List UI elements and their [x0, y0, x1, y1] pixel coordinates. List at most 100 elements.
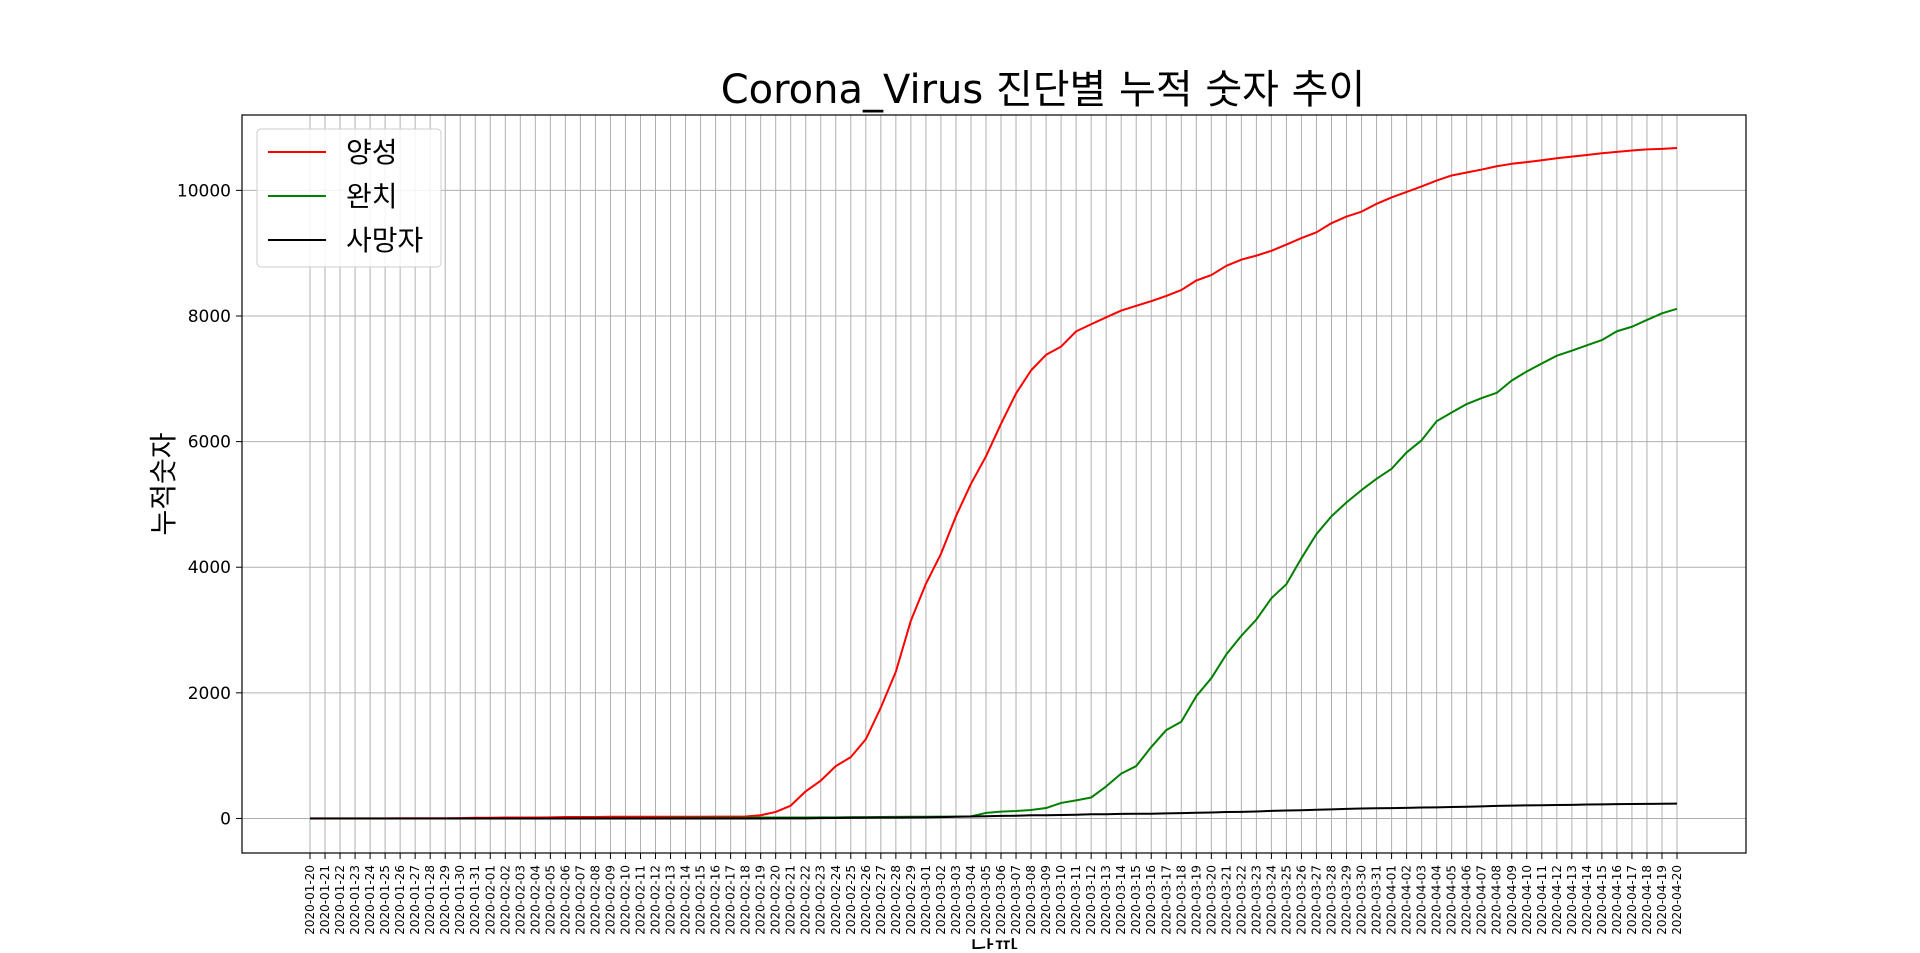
- x-tick-label: 2020-03-28: [1324, 865, 1338, 935]
- x-tick-label: 2020-03-23: [1249, 865, 1263, 935]
- x-tick-label: 2020-04-12: [1550, 865, 1564, 935]
- x-tick-label: 2020-04-04: [1430, 865, 1444, 935]
- chart-title: Corona_Virus 진단별 누적 숫자 추이: [721, 67, 1366, 113]
- x-tick-label: 2020-03-08: [1024, 865, 1038, 935]
- x-tick-label: 2020-02-07: [573, 865, 587, 935]
- x-tick-label: 2020-04-15: [1595, 865, 1609, 935]
- x-tick-label: 2020-01-22: [333, 865, 347, 935]
- x-tick-label: 2020-03-16: [1144, 865, 1158, 935]
- x-tick-label: 2020-01-31: [468, 865, 482, 935]
- x-tick-label: 2020-03-29: [1340, 865, 1354, 935]
- x-tick-label: 2020-02-15: [694, 865, 708, 935]
- x-tick-label: 2020-03-13: [1099, 865, 1113, 935]
- x-tick-label: 2020-03-21: [1219, 865, 1233, 935]
- x-tick-label: 2020-03-02: [934, 865, 948, 935]
- x-tick-label: 2020-03-07: [1009, 865, 1023, 935]
- x-tick-label: 2020-04-03: [1415, 865, 1429, 935]
- x-tick-label: 2020-04-06: [1460, 865, 1474, 935]
- x-tick-label: 2020-03-17: [1159, 865, 1173, 935]
- x-tick-label: 2020-01-28: [423, 865, 437, 935]
- grid-lines: [242, 115, 1746, 853]
- x-tick-label: 2020-03-27: [1309, 865, 1323, 935]
- x-tick-label: 2020-04-07: [1475, 865, 1489, 935]
- x-tick-label: 2020-01-26: [393, 865, 407, 935]
- x-tick-label: 2020-02-21: [784, 865, 798, 935]
- x-tick-label: 2020-02-11: [633, 865, 647, 935]
- y-tick-label: 0: [220, 809, 231, 829]
- x-tick-label: 2020-04-17: [1625, 865, 1639, 935]
- x-tick-label: 2020-03-03: [949, 865, 963, 935]
- x-tick-label: 2020-03-18: [1174, 865, 1188, 935]
- x-tick-label: 2020-02-05: [543, 865, 557, 935]
- x-tick-label: 2020-02-04: [528, 865, 542, 935]
- x-tick-label: 2020-02-06: [558, 865, 572, 935]
- y-tick-label: 6000: [188, 433, 231, 453]
- x-tick-label: 2020-02-23: [814, 865, 828, 935]
- x-tick-label: 2020-02-19: [754, 865, 768, 935]
- x-tick-label: 2020-04-05: [1445, 865, 1459, 935]
- y-axis-label: 누적숫자: [147, 432, 180, 535]
- y-tick-label: 4000: [188, 558, 231, 578]
- legend-box: [256, 128, 442, 268]
- x-tick-label: 2020-02-02: [498, 865, 512, 935]
- x-tick-label: 2020-02-09: [603, 865, 617, 935]
- x-tick-label: 2020-02-13: [664, 865, 678, 935]
- x-tick-label: 2020-04-11: [1535, 865, 1549, 935]
- y-axis: 0 2000 4000 6000 8000 10000: [177, 181, 242, 829]
- x-tick-label: 2020-04-20: [1670, 865, 1684, 935]
- y-tick-label: 8000: [188, 307, 231, 327]
- legend-label: 완치: [346, 180, 398, 213]
- series-line-2: [310, 802, 1678, 820]
- x-tick-label: 2020-03-25: [1279, 865, 1293, 935]
- x-tick-label: 2020-04-01: [1385, 865, 1399, 935]
- x-axis: 2020-01-20 2020-01-21 2020-01-22 2020-01-23…: [303, 853, 1684, 935]
- x-tick-label: 2020-03-30: [1355, 865, 1369, 935]
- x-tick-label: 2020-04-19: [1655, 865, 1669, 935]
- x-tick-label: 2020-02-17: [724, 865, 738, 935]
- x-tick-label: 2020-03-12: [1084, 865, 1098, 935]
- x-tick-label: 2020-03-06: [994, 865, 1008, 935]
- x-tick-label: 2020-02-24: [829, 865, 843, 935]
- x-tick-label: 2020-03-04: [964, 865, 978, 935]
- x-tick-label: 2020-02-16: [709, 865, 723, 935]
- x-tick-label: 2020-01-23: [348, 865, 362, 935]
- x-tick-label: 2020-03-10: [1054, 865, 1068, 935]
- x-tick-label: 2020-03-05: [979, 865, 993, 935]
- y-tick-label: 2000: [188, 684, 231, 704]
- x-tick-label: 2020-02-27: [874, 865, 888, 935]
- x-tick-label: 2020-03-09: [1039, 865, 1053, 935]
- x-tick-label: 2020-04-16: [1610, 865, 1624, 935]
- x-tick-label: 2020-01-27: [408, 865, 422, 935]
- x-tick-label: 2020-01-24: [363, 865, 377, 935]
- x-tick-label: 2020-04-10: [1520, 865, 1534, 935]
- y-tick-label: 10000: [177, 181, 231, 201]
- x-tick-label: 2020-02-12: [649, 865, 663, 935]
- x-tick-label: 2020-02-29: [904, 865, 918, 935]
- x-tick-label: 2020-04-18: [1640, 865, 1654, 935]
- x-tick-label: 2020-02-22: [799, 865, 813, 935]
- plot-frame: [241, 114, 1747, 854]
- x-tick-label: 2020-02-28: [889, 865, 903, 935]
- series-line-1: [310, 307, 1678, 820]
- x-tick-label: 2020-02-25: [844, 865, 858, 935]
- x-tick-label: 2020-02-14: [679, 865, 693, 935]
- x-tick-label: 2020-02-01: [483, 865, 497, 935]
- x-tick-label: 2020-03-15: [1129, 865, 1143, 935]
- x-tick-label: 2020-04-14: [1580, 865, 1594, 935]
- x-tick-label: 2020-03-31: [1370, 865, 1384, 935]
- x-tick-label: 2020-03-26: [1294, 865, 1308, 935]
- x-tick-label: 2020-01-20: [303, 865, 317, 935]
- x-tick-label: 2020-02-18: [739, 865, 753, 935]
- x-tick-label: 2020-03-01: [919, 865, 933, 935]
- x-tick-label: 2020-03-20: [1204, 865, 1218, 935]
- x-tick-label: 2020-01-21: [318, 865, 332, 935]
- x-tick-label: 2020-04-02: [1400, 865, 1414, 935]
- x-tick-label: 2020-03-11: [1069, 865, 1083, 935]
- x-tick-label: 2020-02-26: [859, 865, 873, 935]
- series-line-0: [310, 147, 1678, 820]
- x-tick-label: 2020-03-24: [1264, 865, 1278, 935]
- x-tick-label: 2020-01-30: [453, 865, 467, 935]
- x-tick-label: 2020-03-19: [1189, 865, 1203, 935]
